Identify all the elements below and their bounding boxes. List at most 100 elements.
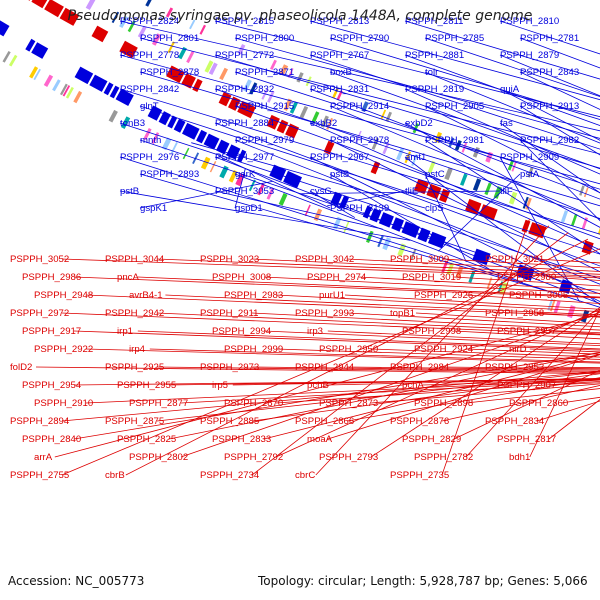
cog-stripe: [597, 227, 600, 235]
cog-stripe: [446, 262, 455, 275]
gene-label: PSPPH_2772: [215, 50, 274, 61]
gene-label: pncA: [117, 272, 139, 283]
gene-callout-line: [234, 168, 246, 209]
cog-stripe: [455, 265, 464, 279]
gene-label: PSPPH_2955: [117, 380, 176, 391]
gene-label: PSPPH_2973: [200, 362, 259, 373]
gene-callout-line: [73, 378, 600, 386]
gene-label: PSPPH_2907: [497, 380, 556, 391]
gene-label: tolr: [425, 67, 439, 78]
gene-label: PSPPH_2792: [224, 452, 283, 463]
cog-stripe: [200, 156, 211, 170]
gene-callout-line: [156, 258, 600, 277]
gene-label: garK: [235, 169, 256, 180]
cog-stripe: [178, 46, 187, 60]
cog-stripe: [8, 54, 18, 67]
cog-stripe: [522, 196, 529, 209]
gene-label: PSPPH_2981: [425, 135, 484, 146]
gene-label: PSPPH_2879: [500, 50, 559, 61]
gene-label: PSPPH_2978: [330, 135, 389, 146]
gene-callout-line: [309, 20, 600, 101]
gene-arrow: [44, 0, 64, 18]
gene-callout-line: [251, 312, 600, 331]
cog-stripe: [189, 19, 196, 30]
gene-callout-line: [139, 173, 552, 293]
cog-stripe: [270, 59, 277, 70]
gene-arrow: [237, 100, 256, 119]
gene-label: PSPPH_2967: [310, 152, 369, 163]
gene-callout-line: [315, 225, 550, 476]
cog-stripe: [382, 237, 392, 251]
gene-arrow: [166, 65, 185, 83]
gene-label: PSPPH_2999: [224, 344, 283, 355]
cog-stripe: [219, 165, 229, 179]
gene-label: PSPPH_2833: [212, 434, 271, 445]
cog-stripe: [283, 98, 292, 111]
gene-label: amt1: [405, 152, 426, 163]
gene-label: PSPPH_2926: [414, 290, 473, 301]
gene-label: PSPPH_2782: [414, 452, 473, 463]
gene-label: PSPPH_2894: [10, 416, 70, 427]
cog-stripe: [228, 170, 238, 183]
gene-label: PSPPH_3009: [390, 254, 449, 265]
gene-callout-line: [168, 352, 600, 440]
gene-callout-line: [370, 383, 600, 404]
gene-label: pstC: [425, 169, 445, 180]
gene-label: PSPPH_2913: [520, 101, 579, 112]
cog-stripe: [165, 7, 174, 18]
gene-label: mnth: [140, 135, 161, 146]
gene-callout-line: [119, 156, 600, 308]
gene-arrow: [103, 82, 114, 96]
gene-label: PSPPH_2976: [120, 152, 179, 163]
gene-callout-line: [441, 385, 600, 422]
gene-callout-line: [61, 312, 600, 336]
cog-stripe: [560, 210, 568, 223]
cog-stripe: [161, 137, 172, 151]
gene-callout-line: [139, 71, 600, 207]
cog-stripe: [304, 204, 311, 217]
gene-label: PSPPH_2825: [117, 434, 176, 445]
gene-label: cbrC: [295, 470, 315, 481]
gene-callout-line: [329, 71, 600, 170]
cog-stripe: [579, 185, 585, 196]
gene-callout-line: [275, 308, 600, 458]
gene-label: PSPPH_2870: [224, 398, 283, 409]
gene-callout-line: [309, 190, 356, 218]
gene-callout-line: [214, 88, 600, 220]
cog-stripe: [145, 0, 152, 7]
gene-arrow: [283, 170, 302, 189]
gene-label: cbrB: [105, 470, 125, 481]
gene-callout-line: [139, 105, 600, 255]
gene-arrow: [528, 222, 547, 239]
gene-label: PSPPH_2802: [129, 452, 188, 463]
gene-label: PSPPH_2893: [140, 169, 199, 180]
gene-callout-line: [327, 330, 600, 345]
gene-label: PSPPH_2819: [405, 84, 464, 95]
cog-stripe: [235, 173, 245, 187]
gene-arrow: [465, 198, 482, 215]
gene-callout-line: [329, 37, 600, 121]
cog-stripe: [219, 67, 228, 81]
cog-stripe: [377, 235, 384, 248]
cog-stripe: [444, 167, 453, 181]
forward-cog-ring: [2, 51, 590, 323]
gene-callout-line: [424, 71, 600, 144]
gene-label: PSPPH_2948: [34, 290, 93, 301]
gene-callout-line: [329, 105, 600, 220]
cog-stripe: [468, 270, 476, 283]
cog-stripe: [571, 213, 578, 226]
cog-stripe: [33, 68, 41, 81]
gene-label: PSPPH_3005: [509, 290, 568, 301]
gene-callout-line: [453, 369, 600, 440]
gene-arrow: [285, 123, 300, 139]
cog-stripe: [73, 90, 83, 104]
gene-label: clpS: [425, 203, 444, 214]
gene-label: bdh1: [509, 452, 530, 463]
cog-stripe: [380, 109, 387, 120]
gene-callout-line: [329, 139, 600, 273]
gene-label: gspD1: [235, 203, 263, 214]
gene-callout-line: [437, 173, 521, 252]
cog-stripe: [209, 161, 217, 173]
gene-callout-line: [327, 354, 600, 440]
reverse-gene-ring: [28, 0, 594, 255]
